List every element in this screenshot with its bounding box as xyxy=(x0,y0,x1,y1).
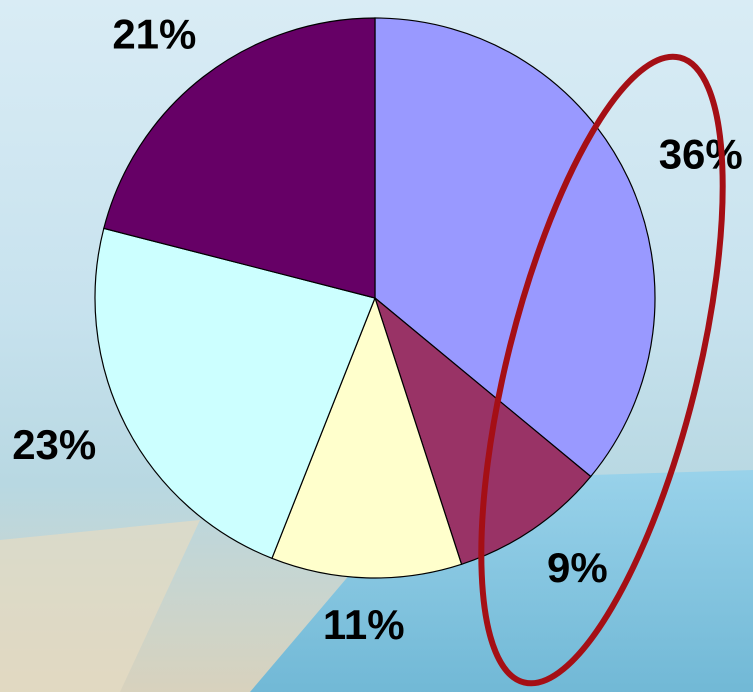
labels: 36% 9% 11% 23% 21% xyxy=(12,10,743,648)
data-label: 21% xyxy=(112,10,196,57)
pie-slice xyxy=(373,296,592,566)
data-label: 9% xyxy=(547,544,608,591)
highlight-ellipse xyxy=(478,53,726,687)
pie xyxy=(94,17,656,579)
pie-slice xyxy=(103,17,376,299)
data-label: 36% xyxy=(659,131,743,178)
pie-slice xyxy=(374,17,656,478)
pie-slice xyxy=(94,227,376,560)
data-label: 11% xyxy=(323,601,405,648)
data-label: 23% xyxy=(12,421,96,468)
pool-background xyxy=(250,470,753,692)
pie-slice xyxy=(271,296,463,579)
deck-background xyxy=(0,520,200,692)
